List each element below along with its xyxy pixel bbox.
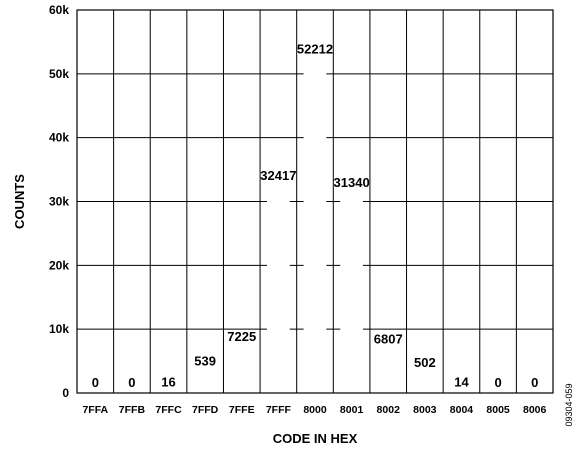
x-tick-label: 7FFF	[266, 404, 292, 416]
data-label: 32417	[260, 168, 296, 183]
x-tick-label: 7FFE	[229, 404, 255, 416]
data-label: 31340	[334, 175, 370, 190]
data-label: 52212	[297, 42, 333, 57]
bar	[267, 186, 290, 393]
bars	[157, 59, 473, 393]
data-label: 0	[494, 375, 501, 390]
y-tick-labels: 0 10k 20k 30k 40k 50k 60k	[49, 3, 69, 400]
x-tick-label: 8006	[523, 404, 547, 416]
bar	[230, 346, 254, 393]
data-label: 14	[454, 374, 469, 389]
data-label: 6807	[374, 332, 403, 347]
y-tick-label: 60k	[49, 3, 69, 17]
x-tick-label: 7FFD	[192, 404, 219, 416]
figure-id: 09304-059	[564, 383, 574, 426]
data-label: 539	[194, 353, 216, 368]
bar	[303, 59, 327, 393]
y-tick-label: 30k	[49, 195, 69, 209]
data-label: 502	[414, 355, 436, 370]
x-tick-label: 7FFB	[119, 404, 146, 416]
data-label: 7225	[227, 329, 256, 344]
y-tick-label: 20k	[49, 258, 69, 272]
x-tick-label: 7FFC	[155, 404, 182, 416]
y-tick-label: 40k	[49, 131, 69, 145]
y-axis-title: COUNTS	[12, 174, 27, 229]
y-tick-label: 0	[62, 386, 69, 400]
data-label: 0	[128, 375, 135, 390]
x-tick-labels: 7FFA 7FFB 7FFC 7FFD 7FFE 7FFF 8000 8001 8002 8003…	[82, 404, 546, 416]
x-tick-label: 8000	[303, 404, 327, 416]
bar	[340, 192, 363, 393]
x-tick-label: 8001	[340, 404, 364, 416]
x-tick-label: 7FFA	[82, 404, 108, 416]
data-labels: 0 0 16 539 7225 32417 52212 31340 6807 502 14 0 0	[92, 42, 539, 390]
x-tick-label: 8002	[377, 404, 401, 416]
y-tick-label: 50k	[49, 67, 69, 81]
data-label: 0	[531, 375, 538, 390]
x-tick-label: 8003	[413, 404, 437, 416]
y-tick-label: 10k	[49, 322, 69, 336]
x-tick-label: 8005	[486, 404, 510, 416]
data-label: 0	[92, 375, 99, 390]
bar	[376, 349, 400, 393]
data-label: 16	[161, 374, 175, 389]
plot-frame	[76, 9, 554, 394]
x-tick-label: 8004	[450, 404, 474, 416]
bar	[413, 389, 437, 393]
bar	[193, 389, 217, 393]
x-axis-title: CODE IN HEX	[273, 431, 358, 446]
